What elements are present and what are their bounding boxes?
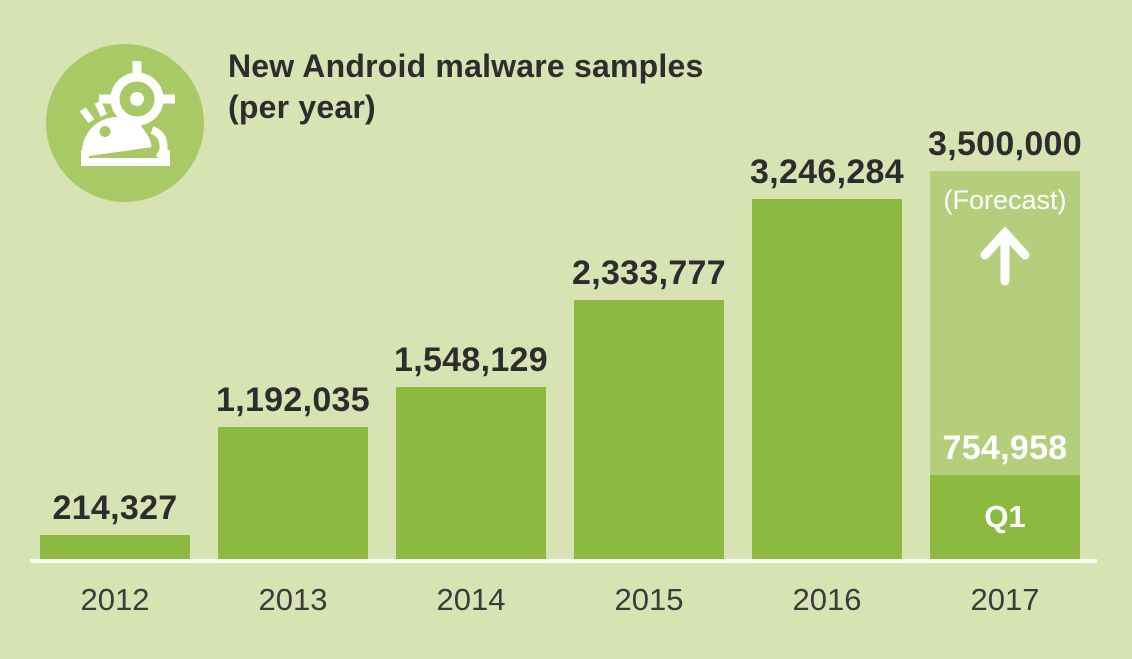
value-label-2012: 214,327: [52, 489, 178, 528]
q1-caption: Q1: [984, 499, 1026, 535]
x-tick-2015: 2015: [614, 582, 684, 617]
android-malware-scope-badge: [46, 44, 204, 202]
android-malware-scope-icon: [46, 44, 204, 202]
bar-group-2015: 2,333,777: [560, 256, 738, 559]
q1-segment: Q1: [930, 475, 1080, 559]
value-label-2013: 1,192,035: [216, 380, 370, 419]
bar-group-2017: 3,500,000 (Forecast) 754,958 Q1: [916, 127, 1094, 559]
x-tick-2017: 2017: [970, 582, 1040, 617]
x-tick-2013: 2013: [258, 582, 328, 617]
up-arrow-icon: [980, 226, 1030, 286]
bar-2017-forecast: (Forecast) 754,958 Q1: [930, 171, 1080, 559]
forecast-note: (Forecast): [943, 185, 1067, 215]
x-tick-2012: 2012: [80, 582, 150, 617]
value-label-2015: 2,333,777: [572, 254, 726, 293]
chart-title-line1: New Android malware samples: [228, 48, 704, 84]
bar-group-2016: 3,246,284: [738, 155, 916, 559]
x-tick-2014: 2014: [436, 582, 506, 617]
chart-title: New Android malware samples (per year): [228, 46, 703, 128]
bar-group-2014: 1,548,129: [382, 343, 560, 559]
x-tick-2016: 2016: [792, 582, 862, 617]
bar-2012: [40, 535, 190, 559]
bar-2013: [218, 426, 368, 559]
value-label-2014: 1,548,129: [394, 341, 548, 380]
value-label-2017: 3,500,000: [928, 125, 1082, 163]
q1-value-label: 754,958: [942, 429, 1068, 468]
value-label-2016: 3,246,284: [750, 153, 904, 192]
bar-group-2012: 214,327: [26, 491, 204, 559]
bar-group-2013: 1,192,035: [204, 383, 382, 559]
bar-2015: [574, 300, 724, 559]
chart-title-line2: (per year): [228, 89, 376, 125]
bar-2016: [752, 199, 902, 559]
bar-2014: [396, 387, 546, 559]
x-axis-line: [30, 559, 1097, 563]
